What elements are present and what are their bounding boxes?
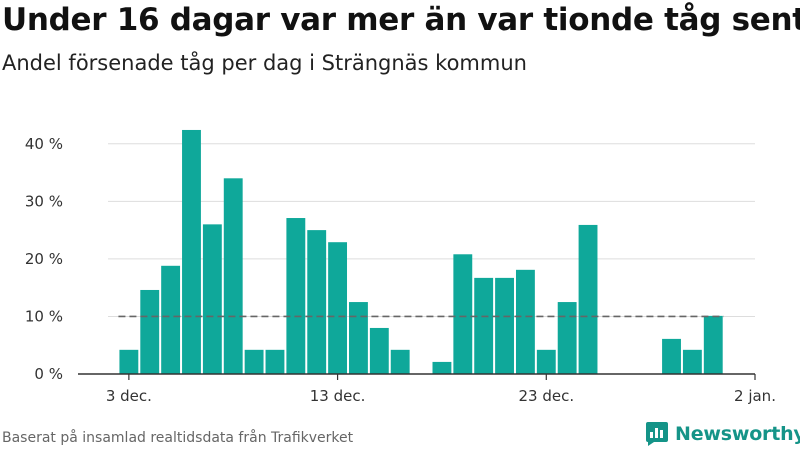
bar (202, 224, 222, 374)
y-tick-label: 30 % (25, 192, 63, 210)
source-note: Baserat på insamlad realtidsdata från Tr… (2, 430, 354, 446)
bar (682, 349, 702, 374)
bar (703, 315, 723, 374)
bar (307, 230, 327, 374)
x-tick-label: 3 dec. (106, 387, 152, 405)
x-tick-label: 2 jan. (734, 387, 776, 405)
bar (161, 265, 181, 374)
bar (662, 338, 681, 374)
bar (140, 289, 160, 374)
x-tick-label: 13 dec. (310, 387, 366, 405)
bar (432, 361, 452, 374)
bar (495, 277, 514, 374)
bar (578, 224, 598, 374)
bar (515, 269, 535, 374)
bar (119, 349, 139, 374)
chart-title: Under 16 dagar var mer än var tionde tåg… (2, 2, 800, 38)
y-tick-label: 40 % (25, 135, 63, 153)
y-axis-labels: 0 % 10 % 20 % 30 % 40 % (25, 135, 63, 383)
bar (369, 327, 389, 374)
brand-logo[interactable]: Newsworthy (645, 420, 800, 448)
bar (182, 129, 201, 374)
bar (474, 277, 494, 374)
y-tick-label: 10 % (25, 307, 63, 325)
bars (119, 129, 723, 374)
bar (453, 254, 473, 374)
y-tick-label: 0 % (34, 365, 63, 383)
bar (244, 349, 264, 374)
bar (265, 349, 285, 374)
newsworthy-logo-icon (646, 422, 668, 446)
bar (536, 349, 556, 374)
x-axis: 3 dec. 13 dec. 23 dec. 2 jan. (78, 373, 776, 405)
bar (390, 349, 410, 374)
chart-subtitle: Andel försenade tåg per dag i Strängnäs … (2, 51, 527, 75)
y-tick-label: 20 % (25, 250, 63, 268)
bar (223, 178, 243, 374)
x-tick-label: 23 dec. (518, 387, 574, 405)
bar (557, 302, 577, 374)
bar (349, 302, 368, 374)
bar-chart: 0 % 10 % 20 % 30 % 40 % 3 dec. 13 dec. 23 dec.… (25, 129, 776, 405)
brand-name: Newsworthy (675, 423, 800, 445)
bar (286, 218, 306, 374)
bar (328, 242, 348, 374)
